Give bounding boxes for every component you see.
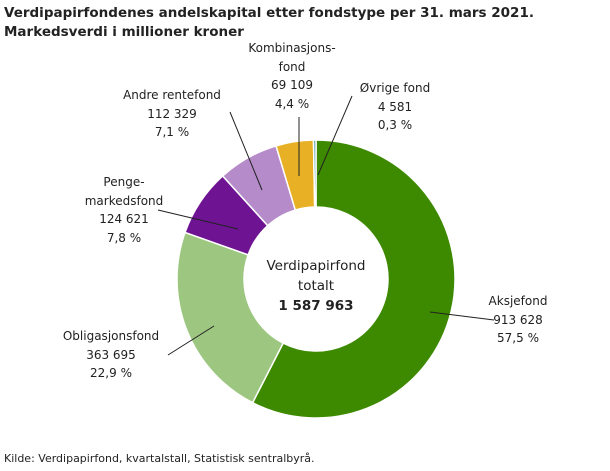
center-label: Verdipapirfond totalt (266, 258, 366, 294)
category-label: Obligasjonsfond (62, 329, 160, 343)
value-label: 69 109 (271, 78, 313, 92)
leader-line (229, 111, 263, 191)
center-text: Verdipapirfond totalt 1 587 963 (246, 256, 386, 316)
category-label: Andre rentefond (123, 88, 221, 102)
slice (176, 231, 285, 404)
category-label: Penge- markedsfond (84, 175, 164, 208)
value-label: 913 628 (493, 312, 543, 327)
percent-label: 22,9 % (90, 366, 132, 380)
percent-label: 57,5 % (497, 331, 539, 345)
slice (312, 139, 317, 208)
chart-title: Verdipapirfondenes andelskapital etter f… (4, 5, 534, 40)
percent-label: 7,1 % (154, 125, 190, 139)
leader-line (317, 95, 353, 176)
leader-line (167, 325, 215, 356)
percent-label: 7,8 % (106, 230, 142, 245)
value-label: 363 695 (86, 347, 136, 362)
value-label: 112 329 (147, 106, 197, 121)
category-label: Øvrige fond (359, 81, 431, 95)
percent-label: 0,3 % (377, 118, 413, 132)
slice (251, 139, 456, 419)
category-label: Kombinasjons- fond (248, 41, 336, 74)
leader-line (429, 311, 495, 321)
percent-label: 4,4 % (274, 96, 310, 111)
category-label: Aksjefond (488, 294, 548, 308)
total-label: 1 587 963 (278, 298, 354, 314)
leader-line (157, 209, 239, 230)
source: Kilde: Verdipapirfond, kvartalstall, Sta… (4, 452, 315, 465)
value-label: 124 621 (99, 212, 149, 226)
value-label: 4 581 (377, 99, 413, 114)
